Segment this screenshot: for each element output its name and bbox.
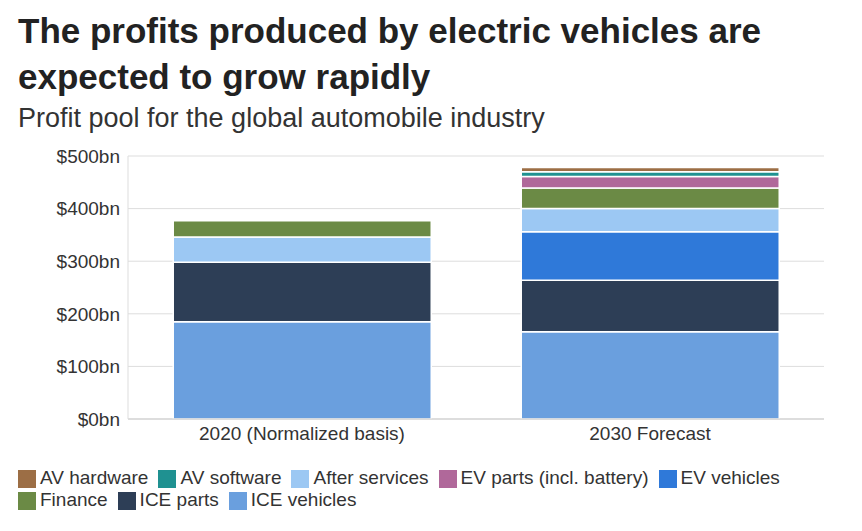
html-text:EV parts (incl. battery): EV parts (incl. battery) — [460, 467, 649, 488]
html-text:The profits produced by electr: The profits produced by electric vehicle… — [18, 11, 761, 96]
html-text:ICE vehicles: ICE vehicles — [250, 489, 357, 510]
svg-text:2030 Forecast: 2030 Forecast — [589, 423, 711, 444]
html-text:AV hardware: AV hardware — [40, 467, 149, 488]
html-text:EV vehicles: EV vehicles — [680, 467, 780, 488]
html-text:After services: After services — [313, 467, 429, 488]
svg-text:$500bn: $500bn — [57, 146, 120, 167]
html-text:AV software: AV software — [180, 467, 282, 488]
html-text:Profit pool for the global aut: Profit pool for the global automobile in… — [18, 103, 545, 133]
svg-text:$100bn: $100bn — [57, 356, 120, 377]
svg-text:$200bn: $200bn — [57, 304, 120, 325]
svg-text:$300bn: $300bn — [57, 251, 120, 272]
svg-text:2020 (Normalized basis): 2020 (Normalized basis) — [199, 423, 405, 444]
html-text:Finance: Finance — [40, 489, 108, 510]
svg-text:$0bn: $0bn — [78, 409, 120, 430]
html-text:ICE parts: ICE parts — [139, 489, 219, 510]
svg-text:$400bn: $400bn — [57, 198, 120, 219]
